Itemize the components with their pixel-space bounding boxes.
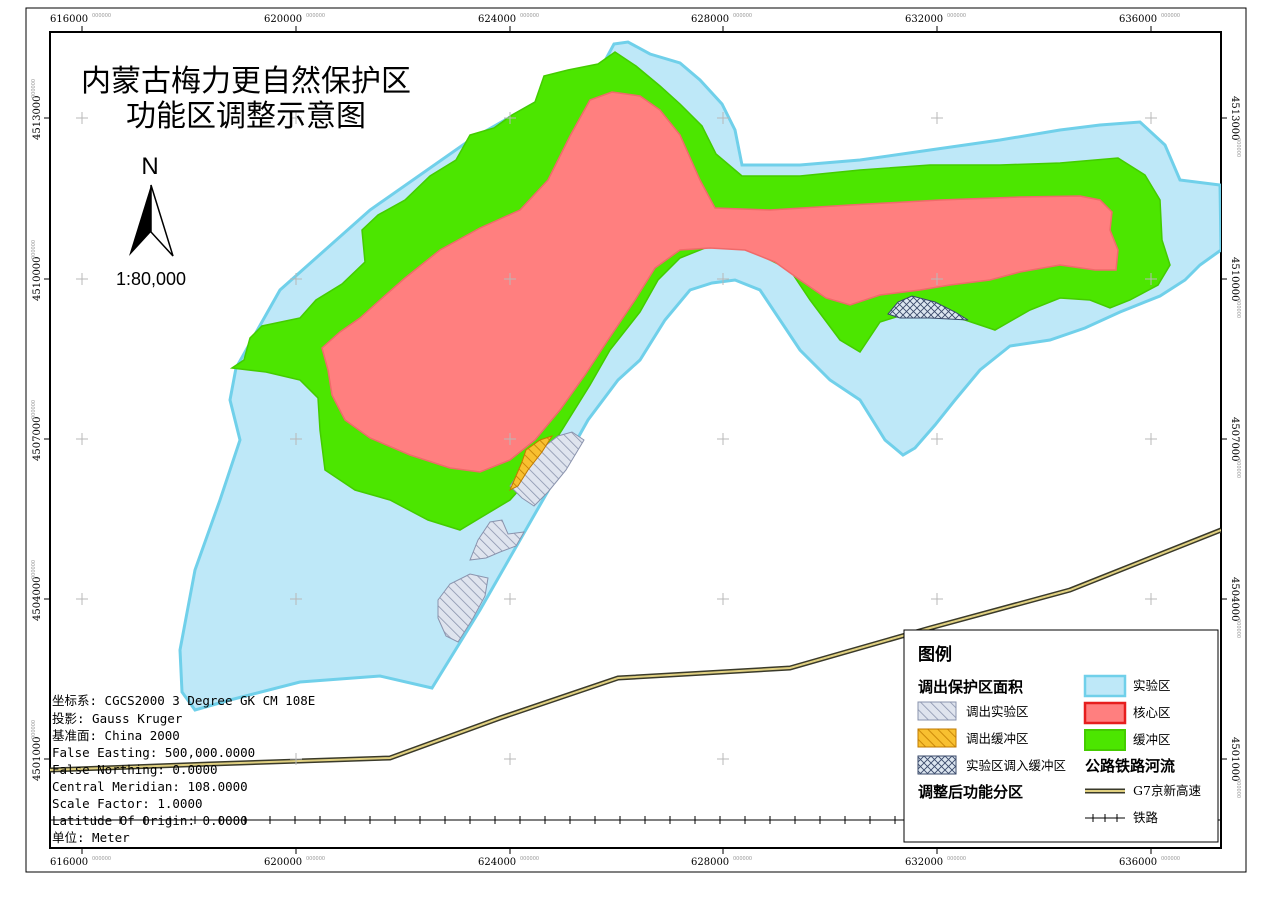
legend-group-out: 调出保护区面积 [918, 678, 1023, 696]
x-tick-suffix: 000000 [92, 13, 111, 19]
y-tick-label: 4507000 [32, 416, 43, 461]
y-tick-suffix: 000000 [1235, 299, 1241, 318]
out-experimental-area-3 [437, 573, 489, 643]
y-tick-label: 4501000 [1229, 737, 1240, 782]
y-tick-suffix: 000000 [31, 560, 37, 579]
map-title-line1: 内蒙古梅力更自然保护区 [81, 64, 411, 99]
legend-label-buffer: 缓冲区 [1133, 732, 1171, 747]
info-datum: 基准面: China 2000 [52, 728, 180, 743]
y-tick-suffix: 000000 [31, 720, 37, 739]
info-projection: 投影: Gauss Kruger [52, 711, 183, 726]
north-arrow-icon: N [129, 153, 174, 257]
legend-group-after: 调整后功能分区 [918, 783, 1023, 801]
info-unit: 单位: Meter [52, 830, 130, 845]
y-tick-suffix: 000000 [31, 79, 37, 98]
y-tick-suffix: 000000 [31, 400, 37, 419]
x-tick-suffix: 000000 [306, 856, 325, 862]
y-tick-label: 4507000 [1229, 417, 1240, 462]
x-tick-labels-bottom: 616000 000000 620000 000000 624000 00000… [50, 856, 1180, 868]
x-tick-label: 624000 [478, 857, 516, 868]
y-tick-labels-right: 4513000 000000 4510000 000000 4507000 00… [1229, 96, 1241, 798]
y-tick-suffix: 000000 [1235, 459, 1241, 478]
x-tick-suffix: 000000 [733, 13, 752, 19]
legend-swatch-railway [1085, 814, 1125, 822]
x-tick-suffix: 000000 [92, 856, 111, 862]
y-tick-label: 4510000 [1229, 257, 1240, 302]
x-tick-label: 628000 [691, 857, 729, 868]
x-tick-label: 636000 [1119, 857, 1157, 868]
y-tick-labels-left: 4513000 000000 4510000 000000 4507000 00… [31, 79, 43, 781]
legend-label-out-experimental: 调出实验区 [966, 704, 1029, 719]
x-tick-suffix: 000000 [947, 856, 966, 862]
legend-swatch-out-experimental [917, 701, 957, 721]
info-latitude-origin: Latitude Of Origin: 0.0000 [52, 813, 248, 828]
x-tick-label: 632000 [905, 857, 943, 868]
legend-swatch-out-buffer [917, 728, 957, 748]
x-tick-labels-top: 616000 000000 620000 000000 624000 00000… [50, 13, 1180, 25]
x-tick-label: 620000 [264, 857, 302, 868]
y-tick-label: 4504000 [32, 576, 43, 621]
y-tick-label: 4504000 [1229, 577, 1240, 622]
out-experimental-area-1 [509, 431, 585, 507]
legend-label-highway: G7京新高速 [1133, 783, 1201, 798]
legend-label-core: 核心区 [1133, 705, 1171, 720]
x-tick-label: 616000 [50, 857, 88, 868]
x-tick-label: 632000 [905, 14, 943, 25]
x-tick-label: 624000 [478, 14, 516, 25]
legend-label-experimental: 实验区 [1133, 678, 1171, 693]
x-tick-suffix: 000000 [1161, 13, 1180, 19]
map-title-line2: 功能区调整示意图 [126, 99, 366, 134]
y-tick-label: 4513000 [32, 95, 43, 140]
x-tick-suffix: 000000 [733, 856, 752, 862]
legend-label-railway: 铁路 [1133, 810, 1159, 825]
legend-swatch-buffer [1084, 729, 1126, 751]
x-tick-label: 620000 [264, 14, 302, 25]
core-zone [321, 91, 1119, 473]
legend-swatch-core [1083, 701, 1127, 725]
frame-ticks [44, 26, 1227, 854]
legend-title: 图例 [918, 644, 952, 665]
x-tick-suffix: 000000 [520, 13, 539, 19]
legend-swatch-exp-to-buffer [917, 755, 957, 775]
x-tick-suffix: 000000 [1161, 856, 1180, 862]
info-scale-factor: Scale Factor: 1.0000 [52, 796, 203, 811]
x-tick-suffix: 000000 [947, 13, 966, 19]
legend: 图例 调出保护区面积 调出实验区 调出缓冲区 实验区调入缓冲区 调整后功能分区 … [903, 629, 1219, 843]
x-tick-label: 628000 [691, 14, 729, 25]
x-tick-suffix: 000000 [520, 856, 539, 862]
legend-label-out-buffer: 调出缓冲区 [966, 731, 1029, 746]
y-tick-suffix: 000000 [1235, 619, 1241, 638]
legend-label-exp-to-buffer: 实验区调入缓冲区 [966, 758, 1066, 773]
projection-info: 坐标系: CGCS2000 3 Degree GK CM 108E 投影: Ga… [52, 693, 315, 845]
y-tick-suffix: 000000 [1235, 138, 1241, 157]
x-tick-suffix: 000000 [306, 13, 325, 19]
y-tick-label: 4513000 [1229, 96, 1240, 141]
outer-border [25, 7, 1247, 873]
x-tick-label: 636000 [1119, 14, 1157, 25]
info-coord-system: 坐标系: CGCS2000 3 Degree GK CM 108E [52, 693, 315, 708]
north-label: N [141, 153, 158, 180]
info-central-meridian: Central Meridian: 108.0000 [52, 779, 248, 794]
info-false-northing: False Northing: 0.0000 [52, 762, 218, 777]
map-area [50, 40, 1221, 824]
x-tick-label: 616000 [50, 14, 88, 25]
y-tick-suffix: 000000 [31, 240, 37, 259]
info-false-easting: False Easting: 500,000.0000 [52, 745, 255, 760]
legend-swatch-experimental [1083, 674, 1127, 698]
out-buffer-area [509, 435, 554, 492]
exp-to-buffer-area [887, 295, 969, 321]
y-tick-suffix: 000000 [1235, 779, 1241, 798]
grid-crosses [76, 112, 1157, 765]
out-experimental-area-2 [469, 519, 525, 561]
scale-text: 1:80,000 [116, 269, 186, 289]
legend-group-roads: 公路铁路河流 [1085, 757, 1175, 775]
y-tick-label: 4510000 [32, 256, 43, 301]
y-tick-label: 4501000 [32, 736, 43, 781]
